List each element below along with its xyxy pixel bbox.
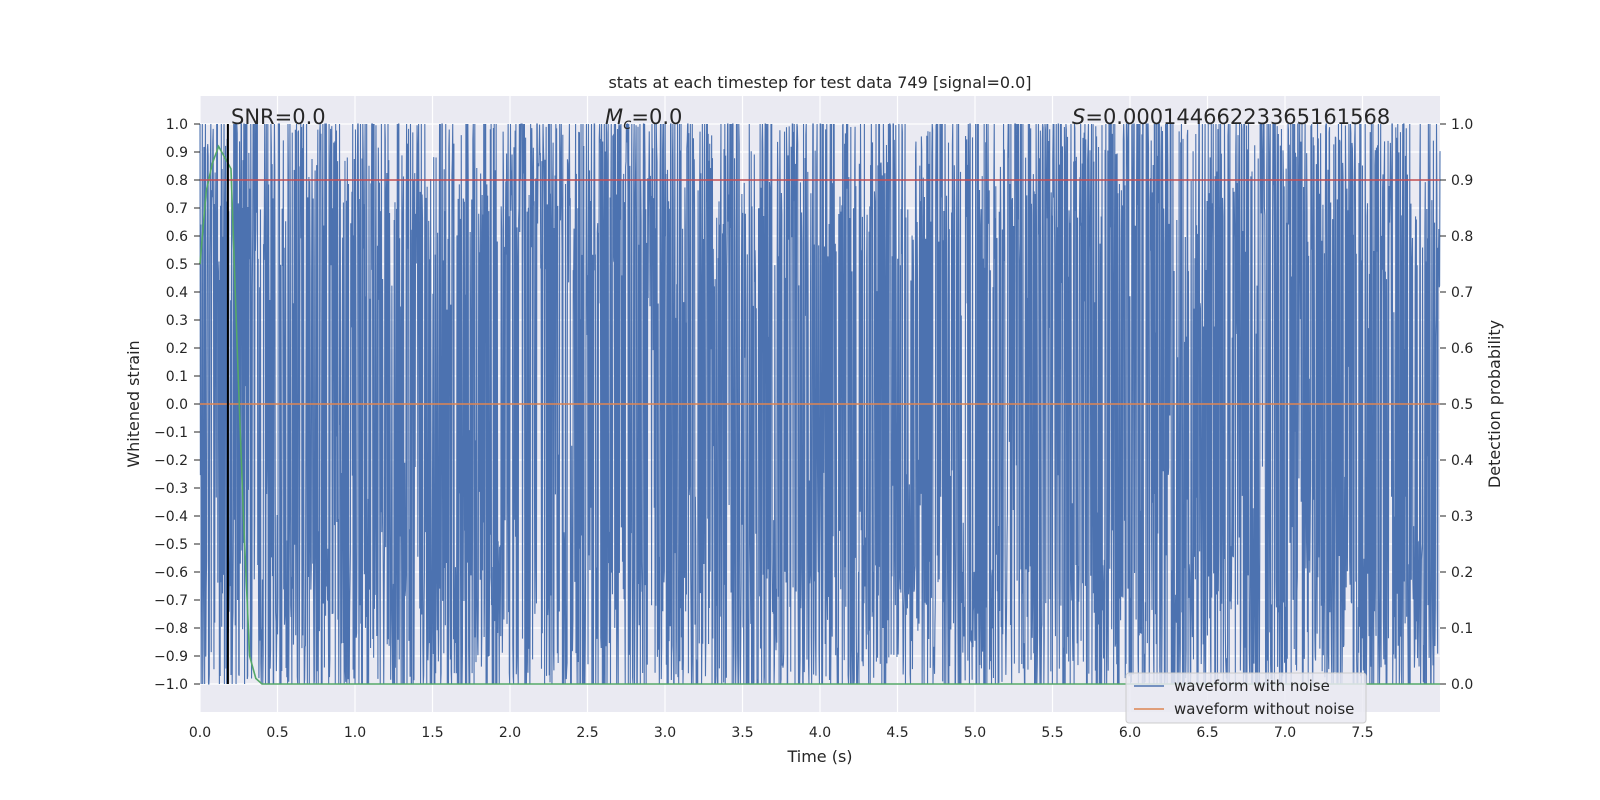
mc-value: =0.0 bbox=[631, 105, 682, 129]
x-tick-label: 6.5 bbox=[1196, 725, 1218, 741]
y-tick-label: −0.5 bbox=[154, 537, 188, 553]
y-tick-label: 0.0 bbox=[166, 397, 188, 413]
mc-symbol: M bbox=[605, 105, 623, 129]
x-tick-label: 3.5 bbox=[731, 725, 753, 741]
s-value: =0.00014466223365161568 bbox=[1085, 105, 1390, 129]
y-tick-label: −0.6 bbox=[154, 565, 188, 581]
legend-label-noise: waveform with noise bbox=[1174, 677, 1330, 695]
snr-annotation: SNR=0.0 bbox=[231, 105, 326, 129]
y2-tick-label: 0.6 bbox=[1451, 341, 1473, 357]
x-tick-label: 7.5 bbox=[1351, 725, 1373, 741]
s-annotation: S=0.00014466223365161568 bbox=[1072, 105, 1390, 129]
noise-waveform-line bbox=[199, 123, 1441, 685]
y2-tick-label: 0.7 bbox=[1451, 285, 1473, 301]
chart-title: stats at each timestep for test data 749… bbox=[608, 73, 1031, 92]
y-tick-label: −0.1 bbox=[154, 425, 188, 441]
y-tick-label: 0.9 bbox=[166, 145, 188, 161]
y-tick-label: −0.7 bbox=[154, 593, 188, 609]
x-axis-ticks: 0.0 0.5 1.0 1.5 2.0 2.5 3.0 3.5 4.0 4.5 5.0 5.5 6.0 6… bbox=[189, 725, 1374, 741]
y2-tick-label: 0.2 bbox=[1451, 565, 1473, 581]
x-tick-label: 0.0 bbox=[189, 725, 211, 741]
noise-waveform bbox=[199, 123, 1441, 685]
y2-tick-label: 0.3 bbox=[1451, 509, 1473, 525]
x-tick-label: 7.0 bbox=[1274, 725, 1296, 741]
y-tick-label: 0.8 bbox=[166, 173, 188, 189]
y2-tick-label: 0.5 bbox=[1451, 397, 1473, 413]
mc-subscript: c bbox=[623, 115, 632, 133]
x-tick-label: 4.0 bbox=[809, 725, 831, 741]
x-tick-label: 0.5 bbox=[266, 725, 288, 741]
legend-box bbox=[1125, 672, 1367, 724]
y-tick-label: 0.5 bbox=[166, 257, 188, 273]
x-axis-label: Time (s) bbox=[786, 747, 852, 766]
legend: waveform with noise waveform without noi… bbox=[1125, 672, 1367, 724]
s-symbol: S bbox=[1072, 105, 1085, 129]
x-tick-label: 2.0 bbox=[499, 725, 521, 741]
y-tick-label: −0.4 bbox=[154, 509, 188, 525]
y2-axis-label: Detection probability bbox=[1485, 320, 1504, 488]
y-tick-label: 1.0 bbox=[166, 117, 188, 133]
x-tick-label: 2.5 bbox=[576, 725, 598, 741]
y2-axis-ticks: 1.0 0.9 0.8 0.7 0.6 0.5 0.4 0.3 0.2 0.1 0.0 bbox=[1440, 117, 1473, 693]
y-tick-label: 0.2 bbox=[166, 341, 188, 357]
x-tick-label: 5.0 bbox=[964, 725, 986, 741]
y2-tick-label: 0.0 bbox=[1451, 677, 1473, 693]
y-tick-label: −0.8 bbox=[154, 621, 188, 637]
y-tick-label: 0.7 bbox=[166, 201, 188, 217]
y-tick-label: −0.2 bbox=[154, 453, 188, 469]
legend-label-signal: waveform without noise bbox=[1174, 700, 1354, 718]
x-tick-label: 1.0 bbox=[344, 725, 366, 741]
y2-tick-label: 0.1 bbox=[1451, 621, 1473, 637]
x-tick-label: 5.5 bbox=[1041, 725, 1063, 741]
x-tick-label: 4.5 bbox=[886, 725, 908, 741]
series-lines bbox=[199, 124, 1440, 685]
y-axis-label: Whitened strain bbox=[124, 340, 143, 467]
y2-tick-label: 0.4 bbox=[1451, 453, 1473, 469]
y-tick-label: −1.0 bbox=[154, 677, 188, 693]
y-axis-ticks: 1.0 0.9 0.8 0.7 0.6 0.5 0.4 0.3 0.2 0.1 0.0 −0.1 −0.… bbox=[154, 117, 200, 693]
x-tick-label: 3.0 bbox=[654, 725, 676, 741]
y2-tick-label: 0.8 bbox=[1451, 229, 1473, 245]
y-tick-label: 0.6 bbox=[166, 229, 188, 245]
y-tick-label: −0.9 bbox=[154, 649, 188, 665]
y-tick-label: −0.3 bbox=[154, 481, 188, 497]
mc-annotation: Mc=0.0 bbox=[605, 105, 682, 133]
y-tick-label: 0.4 bbox=[166, 285, 188, 301]
x-tick-label: 1.5 bbox=[421, 725, 443, 741]
x-tick-label: 6.0 bbox=[1119, 725, 1141, 741]
y2-tick-label: 0.9 bbox=[1451, 173, 1473, 189]
y-tick-label: 0.1 bbox=[166, 369, 188, 385]
y-tick-label: 0.3 bbox=[166, 313, 188, 329]
detection-probability-line bbox=[199, 144, 1440, 685]
y2-tick-label: 1.0 bbox=[1451, 117, 1473, 133]
